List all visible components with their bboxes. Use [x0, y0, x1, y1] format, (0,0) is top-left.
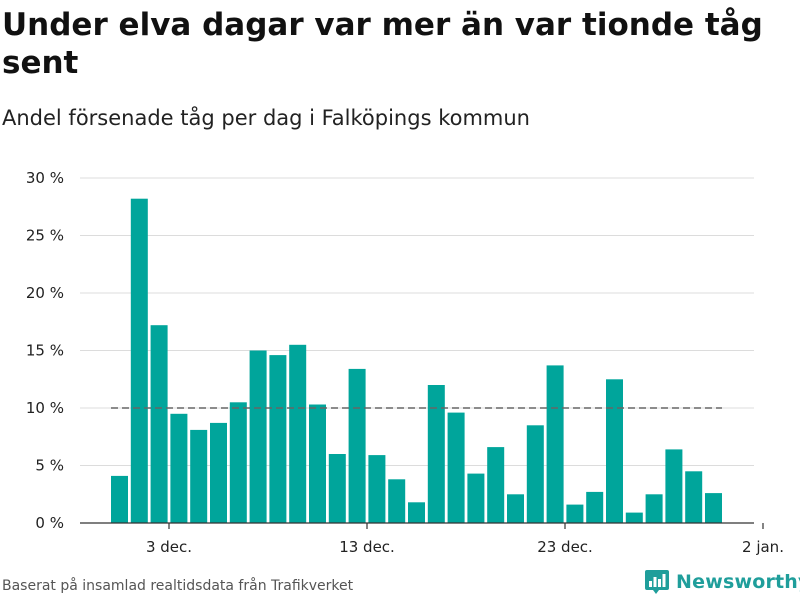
x-tick-label: 13 dec.: [339, 538, 395, 556]
bar: [111, 475, 128, 523]
brand-logo: Newsworthy: [644, 568, 800, 596]
bar: [566, 504, 584, 523]
x-tick-label: 2 jan.: [742, 538, 784, 556]
bar: [606, 379, 623, 524]
bar: [447, 412, 465, 523]
bar: [190, 429, 208, 523]
x-tick-label: 23 dec.: [537, 538, 593, 556]
y-tick-label: 15 %: [26, 342, 64, 360]
bar: [229, 402, 247, 524]
bar: [705, 493, 722, 523]
newsworthy-logo-icon: [645, 570, 669, 594]
x-tick-label: 3 dec.: [146, 538, 192, 556]
y-tick-label: 20 %: [26, 284, 64, 302]
bar: [665, 449, 683, 523]
y-tick-label: 5 %: [35, 457, 64, 475]
chart-subtitle: Andel försenade tåg per dag i Falköpings…: [2, 106, 530, 130]
bar: [210, 422, 227, 523]
bar: [645, 494, 663, 524]
chart-title: Under elva dagar var mer än var tionde t…: [2, 7, 763, 81]
y-tick-label: 10 %: [26, 399, 64, 417]
y-tick-label: 25 %: [26, 227, 64, 245]
bar: [170, 413, 188, 524]
y-axis-labels: 0 % 5 % 10 % 15 % 20 % 25 % 30 %: [26, 169, 64, 532]
bar: [130, 198, 148, 523]
bar: [328, 454, 346, 523]
y-tick-label: 30 %: [26, 169, 64, 187]
brand-name: Newsworthy: [676, 571, 800, 593]
bar: [289, 344, 307, 524]
y-tick-label: 0 %: [35, 514, 64, 532]
bar: [526, 425, 544, 524]
bar: [408, 502, 425, 523]
bar: [269, 355, 287, 523]
x-axis: 3 dec. 13 dec. 23 dec. 2 jan.: [80, 522, 784, 556]
bar: [625, 512, 643, 523]
bar: [467, 473, 485, 523]
bar: [427, 385, 445, 523]
bar: [487, 447, 505, 523]
bars: [111, 198, 722, 524]
bar: [249, 350, 267, 523]
bar: [546, 365, 564, 523]
bar: [348, 368, 366, 523]
bar: [388, 479, 406, 523]
bar: [309, 404, 326, 523]
bar: [586, 491, 604, 523]
bar: [685, 471, 703, 524]
bar: [150, 325, 168, 523]
bar: [507, 494, 524, 524]
bar: [368, 455, 386, 523]
source-note: Baserat på insamlad realtidsdata från Tr…: [2, 578, 354, 594]
